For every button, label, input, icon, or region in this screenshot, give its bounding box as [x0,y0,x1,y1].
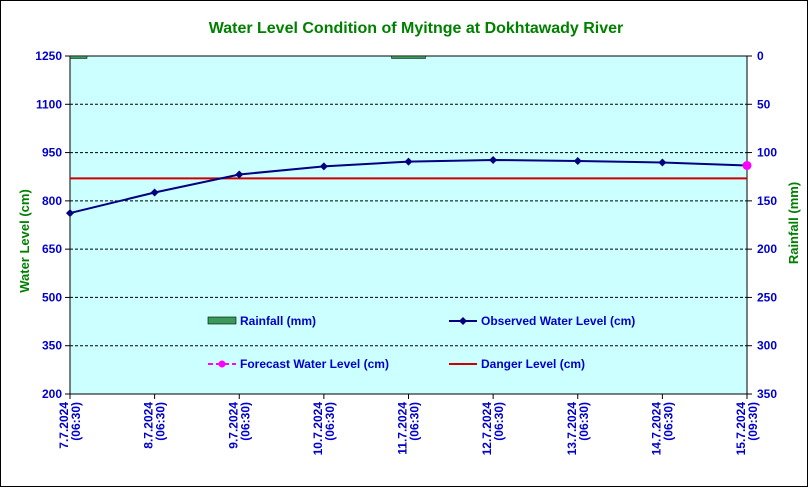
x-tick-label-time: (06:30) [154,402,168,441]
left-tick-label: 350 [42,339,62,353]
observed-water-level-point [150,188,159,197]
legend-marker-observed [459,317,467,325]
x-tick-label: 11.7.2024(06:30) [396,402,422,455]
observed-water-level-point [658,158,667,167]
legend: Rainfall (mm) Observed Water Level (cm) Fo… [207,314,635,371]
x-tick-label-time: (06:30) [408,402,422,441]
x-tick-label-date: 15.7.2024 [734,402,748,456]
left-tick-label: 1250 [35,49,62,63]
legend-label: Forecast Water Level (cm) [240,357,389,371]
plot-area [69,55,748,395]
right-tick-label: 300 [757,339,777,353]
gridlines [70,103,747,347]
right-tick-label: 50 [757,97,771,111]
x-tick-label-date: 11.7.2024 [396,402,410,455]
rainfall-bar [391,55,426,59]
right-tick-label: 150 [757,194,777,208]
x-tick-label-time: (06:30) [323,402,337,441]
legend-label: Observed Water Level (cm) [481,314,635,328]
legend-marker-forecast [218,360,226,368]
legend-swatch-rainfall [207,316,237,325]
left-tick-label: 500 [42,290,62,304]
x-tick-label-time: (06:30) [69,402,83,441]
observed-water-level-point [66,209,74,218]
left-axis-ticks: 1250 1100 950 800 650 500 350 200 [35,49,70,401]
right-tick-label: 250 [757,290,777,304]
right-axis-ticks: 0 50 100 150 200 250 300 350 [747,49,777,401]
x-tick-label: 7.7.2024(06:30) [57,402,83,449]
observed-water-level-point [573,156,582,165]
right-tick-label: 350 [757,387,777,401]
rainfall-bar [69,55,88,59]
right-tick-label: 0 [757,49,764,63]
right-tick-label: 100 [757,146,777,160]
legend-label: Rainfall (mm) [240,314,316,328]
x-tick-label-date: 9.7.2024 [226,402,240,449]
x-tick-label: 10.7.2024(06:30) [311,402,337,456]
left-tick-label: 800 [42,194,62,208]
x-tick-label-time: (06:30) [661,402,675,441]
legend-label: Danger Level (cm) [481,357,585,371]
series-lines [66,155,752,218]
x-tick-label-date: 8.7.2024 [142,402,156,449]
left-tick-label: 200 [42,387,62,401]
right-tick-label: 200 [757,242,777,256]
x-tick-label-time: (06:30) [238,402,252,441]
forecast-water-level-point [742,160,752,170]
y-axis-title: Water Level (cm) [17,189,32,293]
left-tick-label: 950 [42,146,62,160]
x-axis-ticks: 7.7.2024(06:30) 8.7.2024(06:30) 9.7.2024(0… [57,394,760,455]
left-tick-label: 650 [42,242,62,256]
x-tick-label: 15.7.2024(09:30) [734,402,760,456]
observed-water-level-point [489,155,498,164]
observed-water-level-point [235,170,244,179]
y2-axis-title: Rainfall (mm) [786,182,801,264]
x-tick-label-time: (06:30) [577,402,591,441]
x-tick-label: 13.7.2024(06:30) [565,402,591,456]
x-tick-label: 14.7.2024(06:30) [649,402,675,456]
x-tick-label-date: 12.7.2024 [480,402,494,456]
x-tick-label-time: (06:30) [492,402,506,441]
observed-water-level-point [404,157,413,166]
rainfall-bars [69,55,426,59]
left-tick-label: 1100 [36,97,62,111]
x-tick-label-time: (09:30) [746,402,760,441]
x-tick-label-date: 10.7.2024 [311,402,325,456]
x-tick-label: 8.7.2024(06:30) [142,402,168,449]
observed-water-level-point [319,162,328,171]
x-tick-label-date: 13.7.2024 [565,402,579,456]
x-tick-label-date: 7.7.2024 [57,402,71,449]
x-tick-label: 9.7.2024(06:30) [226,402,252,449]
chart-title: Water Level Condition of Myitnge at Dokh… [209,20,624,37]
x-tick-label: 12.7.2024(06:30) [480,402,506,456]
x-tick-label-date: 14.7.2024 [649,402,663,456]
